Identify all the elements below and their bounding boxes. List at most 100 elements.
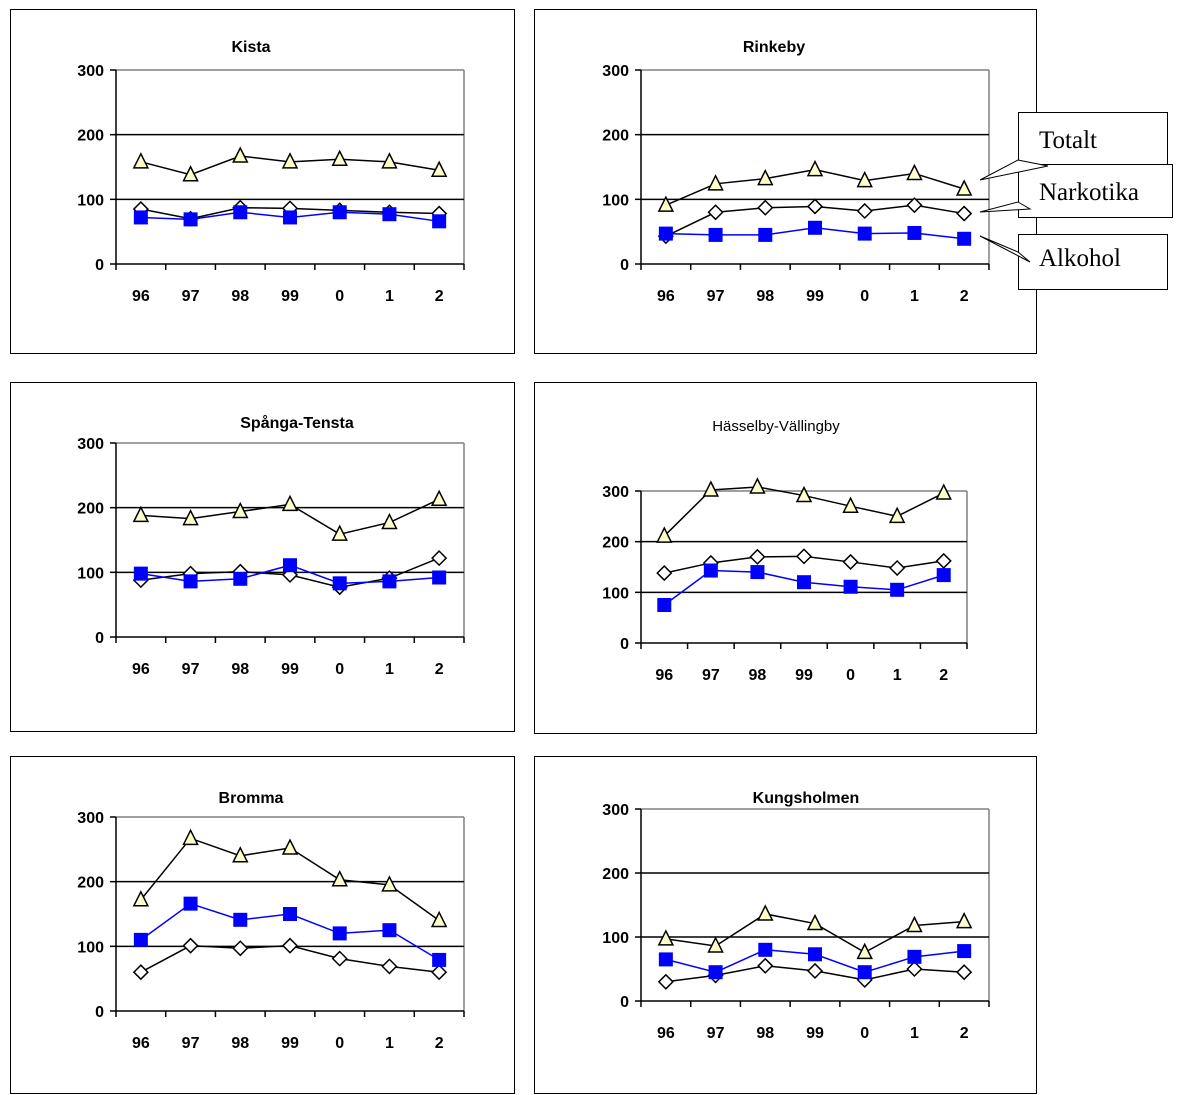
y-tick-label-100: 100 (77, 939, 104, 956)
y-tick-label-100: 100 (77, 192, 104, 209)
point-alkohol (957, 944, 972, 959)
y-tick-label-0: 0 (620, 636, 629, 653)
x-tick-label-99: 99 (281, 288, 299, 305)
point-totalt (888, 506, 906, 524)
point-narkotika (906, 197, 923, 214)
point-alkohol (890, 582, 905, 597)
callout-pointer-totalt (979, 159, 1049, 181)
chart-svg-hasselby-vallingby: Hässelby-Vällingby 0 100 200 300 96 97 98 99 0 1 2 (602, 418, 968, 684)
y-tick-label-0: 0 (95, 630, 104, 647)
point-totalt (232, 146, 249, 163)
x-tick-label-96: 96 (657, 288, 675, 305)
chart-svg-kungsholmen: Kungsholmen 0 100 200 300 96 97 98 99 0 1 2 (602, 790, 990, 1042)
point-totalt (856, 170, 873, 188)
y-tick-label-100: 100 (602, 192, 629, 209)
x-tick-label-2: 2 (960, 1025, 969, 1042)
point-totalt (430, 160, 448, 177)
point-alkohol (907, 949, 922, 964)
point-alkohol (283, 210, 297, 225)
legend-text-totalt: Totalt (1039, 127, 1097, 154)
x-tick-label-98: 98 (756, 288, 774, 305)
x-tick-label-99: 99 (795, 667, 813, 684)
point-totalt (232, 501, 249, 519)
point-alkohol (432, 570, 447, 585)
x-tick-label-1: 1 (893, 667, 902, 684)
x-tick-label-96: 96 (132, 288, 150, 305)
y-tick-label-200: 200 (602, 866, 629, 883)
legend-label-totalt: Totalt (1018, 112, 1168, 168)
x-tick-label-0: 0 (335, 661, 344, 678)
y-tick-label-300: 300 (602, 63, 629, 80)
point-alkohol (857, 965, 872, 980)
chart-svg-bromma: Bromma 0 100 200 300 96 97 98 99 0 1 2 (77, 790, 465, 1052)
point-narkotika (331, 950, 348, 967)
point-narkotika (232, 940, 249, 957)
point-alkohol (808, 947, 822, 962)
chart-svg-kista: Kista 0 100 200 300 96 97 98 99 0 1 2 (77, 39, 465, 305)
legend-label-narkotika: Narkotika (1018, 164, 1173, 218)
point-totalt (935, 483, 952, 500)
point-narkotika (757, 199, 774, 216)
point-totalt (795, 485, 813, 503)
x-tick-label-2: 2 (435, 288, 444, 305)
point-alkohol (233, 912, 248, 927)
point-narkotika (757, 957, 774, 974)
point-narkotika (956, 205, 973, 222)
point-alkohol (283, 907, 297, 921)
point-alkohol (708, 227, 723, 242)
y-tick-label-0: 0 (95, 1004, 104, 1021)
x-tick-label-1: 1 (385, 1035, 394, 1052)
point-alkohol (133, 932, 148, 947)
x-tick-label-98: 98 (749, 667, 767, 684)
point-alkohol (332, 205, 347, 220)
point-totalt (806, 159, 824, 177)
point-totalt (331, 870, 348, 887)
point-narkotika (381, 958, 398, 975)
x-tick-label-99: 99 (281, 1035, 299, 1052)
y-tick-label-0: 0 (620, 257, 629, 274)
chart-title-kungsholmen: Kungsholmen (753, 790, 860, 807)
callout-pointer-alkohol (979, 235, 1031, 263)
point-totalt (232, 846, 249, 863)
point-alkohol (758, 942, 773, 957)
point-narkotika (431, 964, 448, 981)
point-narkotika (431, 550, 448, 567)
chart-title-hasselby-vallingby: Hässelby-Vällingby (712, 418, 840, 435)
chart-panel-kungsholmen: Kungsholmen 0 100 200 300 96 97 98 99 0 1 2 (534, 756, 1037, 1094)
point-alkohol (658, 952, 673, 967)
y-tick-label-200: 200 (602, 535, 629, 552)
x-tick-label-1: 1 (910, 288, 919, 305)
chart-title-rinkeby: Rinkeby (743, 39, 805, 56)
point-alkohol (797, 575, 811, 590)
point-totalt (381, 512, 398, 530)
point-totalt (430, 910, 448, 928)
x-tick-label-98: 98 (756, 1025, 774, 1042)
point-totalt (955, 911, 973, 929)
point-narkotika (795, 548, 813, 565)
point-narkotika (906, 960, 923, 978)
x-tick-label-0: 0 (860, 288, 869, 305)
x-tick-label-96: 96 (655, 667, 673, 684)
y-tick-label-300: 300 (602, 484, 629, 501)
point-totalt (757, 168, 774, 186)
point-totalt (182, 828, 199, 846)
point-totalt (281, 152, 299, 169)
point-narkotika (842, 553, 859, 570)
x-tick-label-1: 1 (910, 1025, 919, 1042)
point-alkohol (432, 214, 447, 229)
x-tick-label-98: 98 (231, 661, 249, 678)
y-tick-label-100: 100 (602, 585, 629, 602)
point-totalt (132, 890, 150, 907)
x-tick-label-97: 97 (182, 1035, 200, 1052)
point-totalt (702, 480, 720, 497)
y-tick-label-100: 100 (602, 930, 629, 947)
x-tick-label-1: 1 (385, 288, 394, 305)
legend-text-alkohol: Alkohol (1039, 245, 1121, 272)
y-tick-label-0: 0 (620, 994, 629, 1011)
point-totalt (707, 174, 724, 191)
point-alkohol (843, 579, 858, 594)
x-tick-label-98: 98 (231, 288, 249, 305)
y-tick-label-300: 300 (602, 802, 629, 819)
x-tick-label-97: 97 (182, 288, 200, 305)
x-tick-label-2: 2 (960, 288, 969, 305)
